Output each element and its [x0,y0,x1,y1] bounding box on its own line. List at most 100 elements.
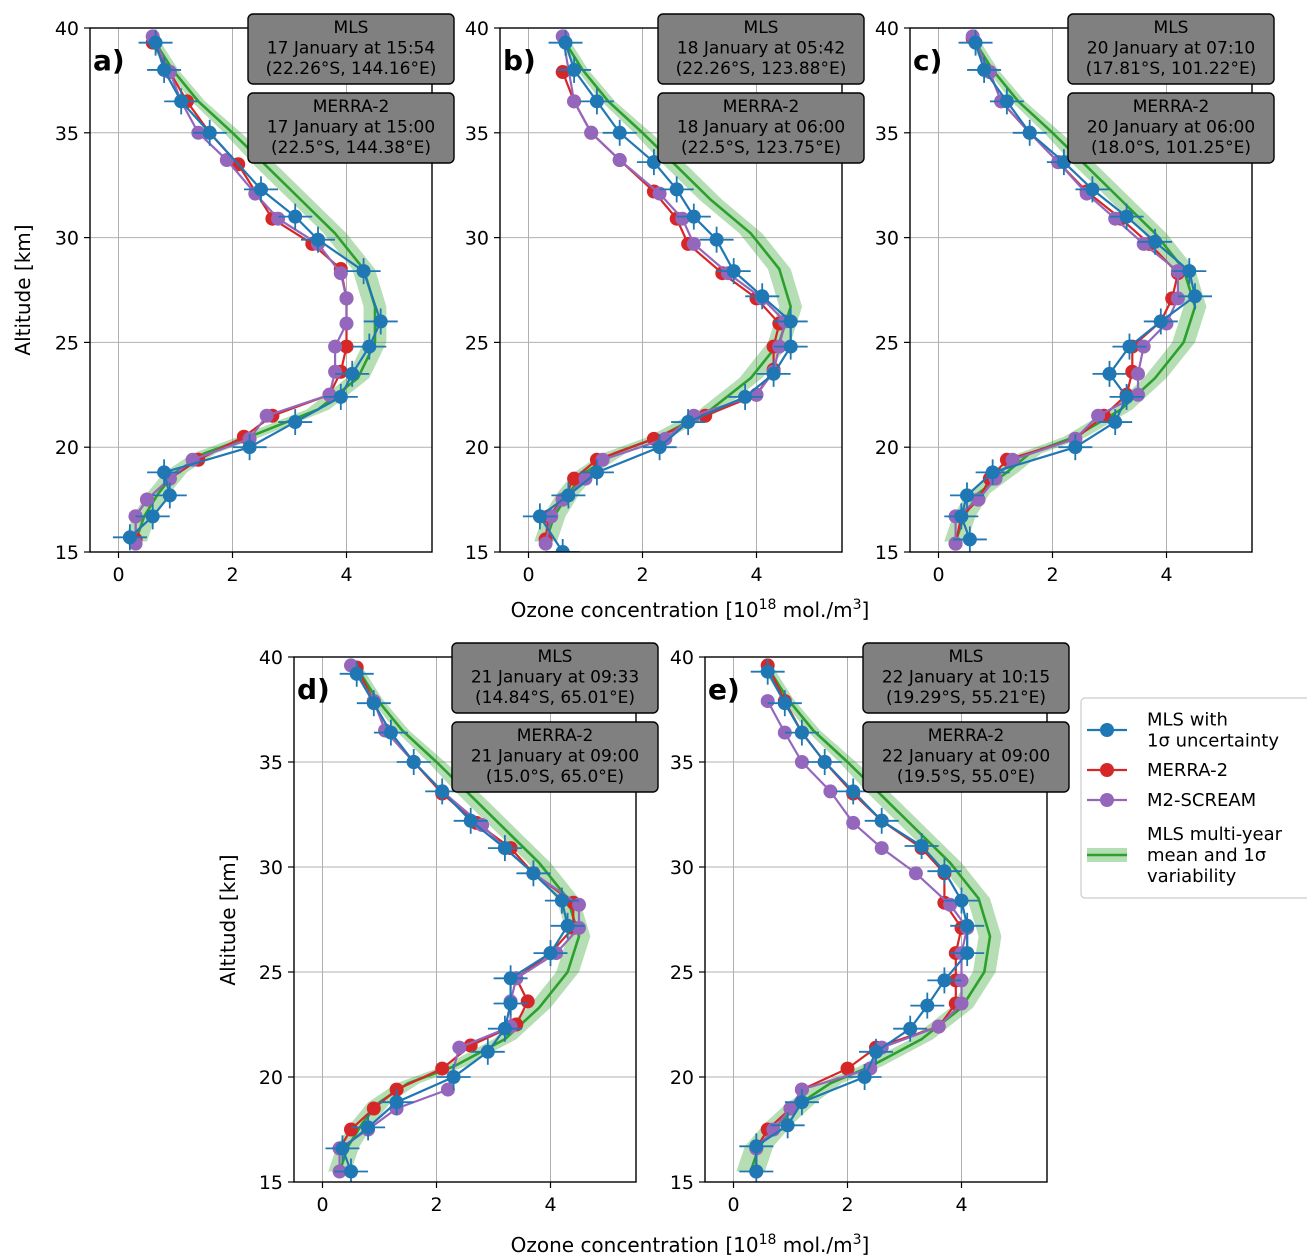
merra-info-box-text: MERRA-2 [723,97,800,117]
mls-point [435,784,450,799]
scream-point [954,973,969,988]
y-axis-label-bottom: Altitude [km] [216,854,240,985]
mls-info-box-bg [247,13,455,85]
mls-info-box-text: MLS [949,647,984,667]
mls-info-box-text: MLS [538,647,573,667]
mls-point [558,35,573,50]
mls-point [1102,366,1117,381]
mls-point [709,232,724,247]
mls-point [954,509,969,524]
mls-info-box-text: MLS [744,18,779,38]
mls-point [817,755,832,769]
panel-label: c) [913,44,942,77]
mls-point [480,1044,495,1059]
y-tick-label: 15 [465,542,489,564]
scream-point [1005,452,1020,467]
merra-info-box-text: 22 January at 09:00 [882,747,1050,767]
y-tick-label: 25 [875,332,899,354]
mls-point [920,998,935,1013]
panel-label: e) [708,673,740,706]
legend-item-clim: MLS multi-year mean and 1σ variability [1087,824,1283,887]
merra-point [366,1101,381,1116]
scream-point [578,471,593,486]
x-tick-label: 0 [932,564,944,586]
mls-point [1182,264,1197,279]
mls-point [749,1139,764,1154]
mls-point [726,264,741,279]
mls-point [1108,415,1123,430]
scream-point [128,509,143,524]
mls-point [526,866,541,881]
mls-point [567,62,582,77]
y-tick-label: 20 [875,437,899,459]
mls-point [589,465,604,480]
scream-point [219,153,234,168]
mls-point [749,1164,764,1179]
mls-point [288,415,303,430]
x-tick-label: 4 [955,1194,967,1216]
mls-point [960,946,975,961]
legend-label: 1σ uncertainty [1147,731,1279,752]
legend-label: MERRA-2 [1147,760,1228,781]
plot-area [736,658,1002,1182]
scream-point [612,153,627,168]
mls-point [543,946,558,961]
merra-info-box-text: 17 January at 15:00 [267,118,435,138]
legend-marker [1100,723,1114,737]
merra-info-box-text: MERRA-2 [313,97,390,117]
mls-point [914,839,929,853]
mls-info-box-bg [657,13,865,85]
scream-point [1131,387,1145,402]
scream-point [908,866,923,881]
mls-point [738,389,753,404]
scream-point [1170,291,1185,306]
mls-info-box-text: MLS [1154,18,1189,38]
x-tick-label: 2 [841,1194,853,1216]
mls-info-box-text: (19.29°S, 55.21°E) [886,688,1046,708]
mls-point [555,545,570,552]
mls-point [157,465,172,480]
x-tick-label: 4 [750,564,762,586]
y-tick-label: 30 [465,228,489,250]
mls-point [612,125,627,140]
panel-label: b) [503,44,536,77]
scream-point [567,94,582,109]
y-tick-label: 40 [670,647,694,669]
merra-info-box-text: 21 January at 09:00 [471,747,639,767]
scream-point [1136,236,1151,251]
mls-info-box-bg [451,642,659,714]
plot-area [522,29,808,552]
mls-point [760,664,775,679]
scream-point [675,211,690,226]
mls-point [148,35,163,50]
scream-point [595,452,610,467]
x-tick-label: 0 [316,1194,328,1216]
mls-info-box-text: MLS [334,18,369,38]
legend-marker [1100,793,1114,807]
mls-info-box-bg [862,642,1070,714]
mls-point [122,530,137,545]
y-tick-label: 15 [259,1172,283,1194]
x-tick-label: 4 [544,1194,556,1216]
y-tick-label: 20 [465,437,489,459]
y-tick-label: 35 [259,752,283,774]
mls-info-box-text: (14.84°S, 65.01°E) [475,688,635,708]
mls-point [937,864,952,879]
scream-point [1108,211,1123,226]
y-tick-label: 30 [670,857,694,879]
mls-point [254,182,268,197]
mls-point [954,893,969,908]
scream-point [584,125,599,140]
mls-point [652,440,667,455]
scream-point [271,211,286,226]
scream-point [339,316,354,331]
merra-info-box: MERRA-221 January at 09:00(15.0°S, 65.0°… [451,721,659,793]
x-tick-label: 4 [1160,564,1172,586]
mls-point [977,62,992,77]
merra-info-box-text: 18 January at 06:00 [677,118,845,138]
mls-point [777,696,792,711]
mls-point [145,509,160,524]
